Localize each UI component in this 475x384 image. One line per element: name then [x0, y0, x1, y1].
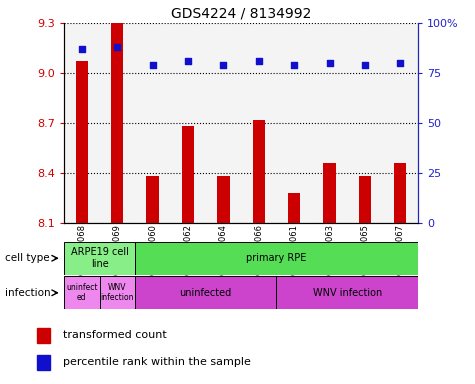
Bar	[182, 126, 194, 223]
Bar	[288, 193, 300, 223]
Bar	[135, 276, 276, 309]
Bar	[241, 23, 276, 223]
Bar	[64, 242, 135, 275]
Bar	[312, 23, 347, 223]
Bar	[323, 163, 336, 223]
Bar	[64, 23, 100, 223]
Bar	[99, 23, 135, 223]
Bar	[276, 276, 418, 309]
Point	[219, 62, 227, 68]
Bar	[76, 61, 88, 223]
Text: ARPE19 cell
line: ARPE19 cell line	[71, 247, 128, 269]
Point	[149, 62, 156, 68]
Bar	[64, 276, 100, 309]
Text: WNV infection: WNV infection	[313, 288, 382, 298]
Title: GDS4224 / 8134992: GDS4224 / 8134992	[171, 7, 311, 20]
Point	[255, 58, 263, 64]
Point	[290, 62, 298, 68]
Bar	[253, 119, 265, 223]
Bar	[383, 23, 418, 223]
Text: uninfect
ed: uninfect ed	[66, 283, 97, 303]
Text: cell type: cell type	[5, 253, 49, 263]
Bar	[276, 23, 312, 223]
Bar	[359, 176, 371, 223]
Bar	[170, 23, 206, 223]
Text: WNV
infection: WNV infection	[100, 283, 134, 303]
Point	[361, 62, 369, 68]
Bar	[135, 242, 418, 275]
Bar	[394, 163, 407, 223]
Bar	[217, 176, 229, 223]
Text: infection: infection	[5, 288, 50, 298]
Bar	[135, 23, 171, 223]
Text: primary RPE: primary RPE	[246, 253, 307, 263]
Text: percentile rank within the sample: percentile rank within the sample	[63, 358, 251, 367]
Point	[397, 60, 404, 66]
Point	[78, 46, 86, 52]
Text: uninfected: uninfected	[180, 288, 232, 298]
Bar	[146, 176, 159, 223]
Bar	[100, 276, 135, 309]
Bar	[347, 23, 383, 223]
Bar	[37, 328, 50, 343]
Point	[326, 60, 333, 66]
Point	[114, 44, 121, 50]
Text: transformed count: transformed count	[63, 331, 166, 341]
Bar	[37, 355, 50, 370]
Bar	[206, 23, 241, 223]
Point	[184, 58, 192, 64]
Bar	[111, 23, 124, 223]
